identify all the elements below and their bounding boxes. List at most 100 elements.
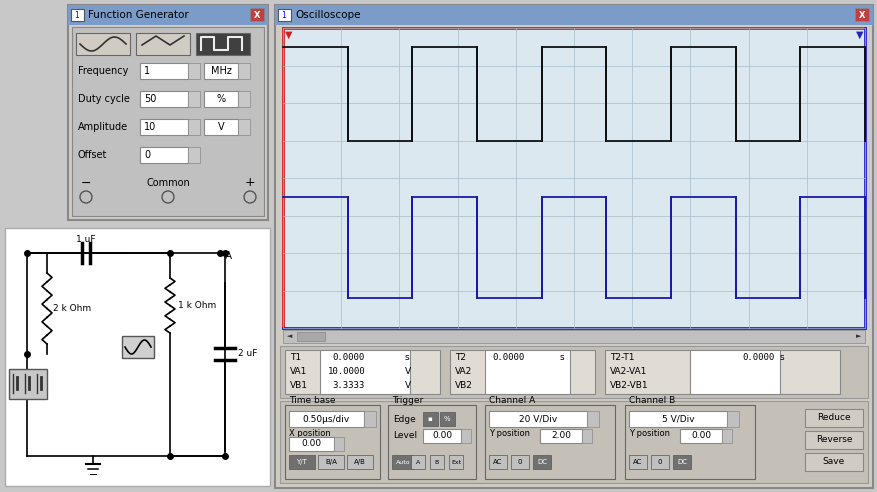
Bar: [484, 350, 569, 394]
Bar: [673, 455, 690, 469]
Text: Amplitude: Amplitude: [78, 122, 128, 132]
Text: Y/T: Y/T: [296, 459, 307, 465]
Text: X: X: [858, 10, 864, 20]
Bar: [289, 411, 364, 427]
Bar: [804, 453, 862, 471]
Bar: [448, 455, 462, 469]
Text: 2.00: 2.00: [551, 431, 570, 440]
Bar: [139, 91, 188, 107]
Text: DC: DC: [676, 459, 686, 465]
Bar: [250, 8, 264, 21]
Bar: [726, 411, 738, 427]
Text: 2 uF: 2 uF: [238, 349, 257, 359]
Text: s: s: [560, 353, 564, 363]
Bar: [391, 455, 414, 469]
Bar: [122, 336, 153, 358]
Text: T2: T2: [454, 353, 466, 363]
Text: Y position: Y position: [628, 429, 669, 437]
Text: AC: AC: [632, 459, 642, 465]
Text: 0.00: 0.00: [431, 431, 452, 440]
Bar: [423, 429, 460, 443]
Bar: [539, 429, 581, 443]
Circle shape: [244, 191, 256, 203]
Text: %: %: [443, 416, 450, 422]
Bar: [203, 63, 238, 79]
Bar: [9, 369, 47, 399]
Bar: [289, 437, 333, 451]
Bar: [188, 91, 200, 107]
Text: 50: 50: [144, 94, 156, 104]
Text: MHz: MHz: [210, 66, 232, 76]
Bar: [280, 401, 867, 483]
Bar: [388, 405, 475, 479]
Bar: [282, 28, 864, 328]
Bar: [333, 437, 344, 451]
Bar: [854, 8, 868, 21]
Bar: [289, 455, 315, 469]
Text: 0.0000: 0.0000: [742, 353, 774, 363]
Text: VB2: VB2: [454, 381, 473, 391]
Bar: [196, 33, 250, 55]
Text: 0.0000: 0.0000: [332, 353, 365, 363]
Bar: [532, 455, 551, 469]
Bar: [628, 455, 646, 469]
Text: Auto: Auto: [396, 460, 410, 464]
Bar: [5, 228, 270, 486]
Text: 0.50μs/div: 0.50μs/div: [302, 414, 349, 424]
Bar: [278, 9, 290, 21]
Text: Reverse: Reverse: [815, 435, 852, 444]
Text: B: B: [434, 460, 438, 464]
Text: 10: 10: [144, 122, 156, 132]
Bar: [346, 455, 373, 469]
Bar: [319, 350, 410, 394]
Text: Function Generator: Function Generator: [88, 10, 189, 20]
Text: Offset: Offset: [78, 150, 107, 160]
Text: Common: Common: [146, 178, 189, 188]
Bar: [280, 346, 867, 398]
Text: V: V: [217, 122, 224, 132]
Text: Save: Save: [822, 458, 845, 466]
Bar: [581, 429, 591, 443]
Text: 0: 0: [517, 459, 522, 465]
Bar: [76, 33, 130, 55]
Bar: [139, 147, 188, 163]
Bar: [188, 119, 200, 135]
Text: Y position: Y position: [488, 429, 530, 437]
Text: Edge: Edge: [393, 414, 416, 424]
Bar: [410, 455, 424, 469]
Bar: [68, 5, 267, 220]
Bar: [804, 431, 862, 449]
Text: 1 k Ohm: 1 k Ohm: [178, 301, 216, 310]
Text: Channel A: Channel A: [488, 396, 535, 405]
Text: 5 V/Div: 5 V/Div: [661, 414, 694, 424]
Bar: [587, 411, 598, 427]
Text: T2-T1: T2-T1: [610, 353, 634, 363]
Text: Time base: Time base: [289, 396, 335, 405]
Text: Reduce: Reduce: [816, 413, 850, 423]
Bar: [488, 411, 587, 427]
Text: A: A: [416, 460, 420, 464]
Text: 3.3333: 3.3333: [332, 381, 365, 391]
Text: Level: Level: [393, 430, 417, 439]
Text: 20 V/Div: 20 V/Div: [518, 414, 557, 424]
Bar: [484, 405, 614, 479]
Bar: [439, 412, 454, 426]
Bar: [188, 147, 200, 163]
Text: 1: 1: [75, 10, 79, 20]
Bar: [139, 63, 188, 79]
Bar: [650, 455, 668, 469]
Bar: [72, 27, 264, 216]
Text: X: X: [253, 10, 260, 20]
Bar: [296, 332, 324, 341]
Bar: [317, 455, 344, 469]
Bar: [460, 429, 470, 443]
Text: 0.00: 0.00: [690, 431, 710, 440]
Bar: [238, 63, 250, 79]
Text: VA2: VA2: [454, 368, 472, 376]
Bar: [804, 409, 862, 427]
Bar: [285, 405, 380, 479]
Text: V: V: [404, 381, 410, 391]
Text: Trigger: Trigger: [391, 396, 423, 405]
Bar: [275, 5, 872, 25]
Text: 1: 1: [282, 10, 286, 20]
